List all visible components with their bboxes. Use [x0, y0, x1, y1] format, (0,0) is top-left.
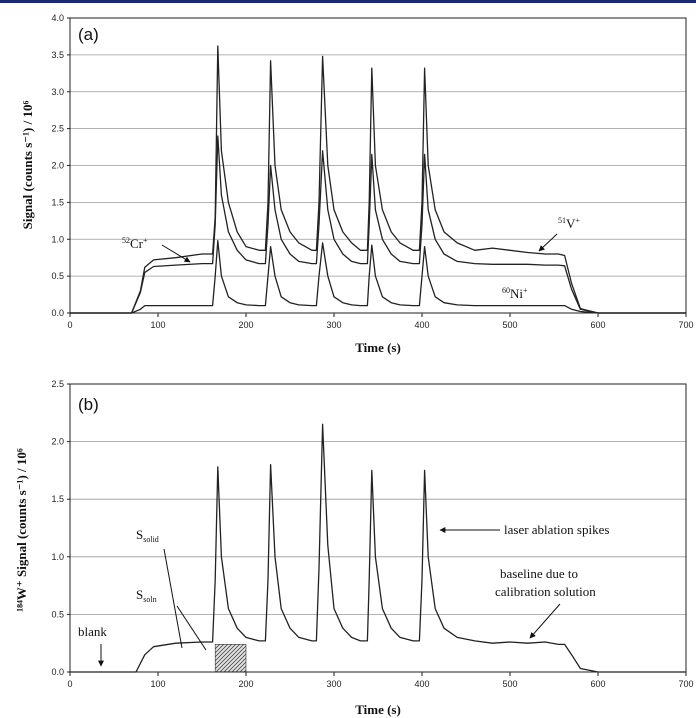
x-tick-label: 500: [502, 320, 517, 330]
annotation-ssolid: Ssolid: [136, 527, 183, 649]
y-tick-label: 3.5: [51, 50, 64, 60]
panel-b-frame: [69, 383, 687, 673]
svg-text:Ssolid: Ssolid: [136, 527, 159, 544]
y-tick-label: 0.5: [51, 609, 64, 619]
y-tick-label: 4.0: [51, 13, 64, 23]
y-tick-label: 1.5: [51, 494, 64, 504]
svg-text:Ssoln: Ssoln: [136, 587, 157, 604]
x-tick-label: 600: [590, 320, 605, 330]
x-tick-label: 400: [414, 679, 429, 689]
panel-b-ticks: 0.0 0.5 1.0 1.5 2.0 2.5 0 100 200 300 400 500 600 700: [51, 379, 693, 689]
y-tick-label: 0.5: [51, 271, 64, 281]
x-tick-label: 100: [150, 320, 165, 330]
panel-b-xlabel: Time (s): [355, 702, 401, 717]
series-line-60ni: [70, 240, 686, 314]
annotation-blank: blank: [78, 624, 107, 667]
panel-b-series: [70, 423, 686, 673]
panel-a-label: (a): [78, 25, 99, 44]
y-tick-label: 1.0: [51, 234, 64, 244]
x-tick-label: 200: [238, 679, 253, 689]
x-tick-label: 600: [590, 679, 605, 689]
y-tick-label: 2.5: [51, 124, 64, 134]
svg-text:laser ablation spikes: laser ablation spikes: [504, 522, 609, 537]
panel-a: 0.0 0.5 1.0 1.5 2.0 2.5 3.0 3.5 4.0 0 100 200 300 400…: [20, 13, 694, 355]
annotation-ni: 60Ni+: [502, 286, 528, 301]
x-tick-label: 700: [678, 320, 693, 330]
y-tick-label: 2.5: [51, 379, 64, 389]
x-tick-label: 300: [326, 320, 341, 330]
panel-a-ticks: 0.0 0.5 1.0 1.5 2.0 2.5 3.0 3.5 4.0 0 100 200 300 400…: [51, 13, 693, 330]
annotation-laser-spikes: laser ablation spikes: [439, 522, 609, 537]
panel-a-ylabel: Signal (counts s⁻¹) / 10⁶: [20, 101, 35, 230]
panel-a-xlabel: Time (s): [355, 340, 401, 355]
x-tick-label: 200: [238, 320, 253, 330]
y-tick-label: 3.0: [51, 87, 64, 97]
series-line-52cr: [70, 135, 686, 314]
y-tick-label: 2.0: [51, 161, 64, 171]
series-line-184w: [70, 423, 686, 673]
y-tick-label: 0.0: [51, 667, 64, 677]
x-tick-label: 0: [67, 320, 72, 330]
panel-a-grid: [70, 17, 686, 314]
y-tick-label: 2.0: [51, 437, 64, 447]
panel-a-series: [70, 45, 686, 314]
y-tick-label: 0.0: [51, 308, 64, 318]
annotation-baseline: baseline due to calibration solution: [495, 566, 596, 639]
panel-b-ylabel: ¹⁸⁴W⁺ Signal (counts s⁻¹) / 10⁶: [14, 448, 29, 612]
annotation-cr: 52Cr+: [122, 236, 191, 263]
svg-text:baseline due to: baseline due to: [500, 566, 578, 581]
series-line-51v: [70, 45, 686, 314]
annotation-v: 51V+: [538, 216, 580, 252]
top-rule: [0, 0, 696, 3]
panel-b-label: (b): [78, 395, 99, 414]
svg-text:calibration solution: calibration solution: [495, 584, 596, 599]
svg-text:blank: blank: [78, 624, 107, 639]
y-tick-label: 1.0: [51, 552, 64, 562]
panel-b: 0.0 0.5 1.0 1.5 2.0 2.5 0 100 200 300 400 500 600 700…: [14, 379, 694, 717]
svg-text:60Ni+: 60Ni+: [502, 286, 528, 301]
svg-text:51V+: 51V+: [558, 216, 580, 231]
x-tick-label: 300: [326, 679, 341, 689]
x-tick-label: 400: [414, 320, 429, 330]
shaded-region-soln: [214, 644, 247, 673]
x-tick-label: 0: [67, 679, 72, 689]
x-tick-label: 700: [678, 679, 693, 689]
y-tick-label: 1.5: [51, 197, 64, 207]
x-tick-label: 500: [502, 679, 517, 689]
svg-text:52Cr+: 52Cr+: [122, 236, 148, 251]
annotation-ssoln: Ssoln: [136, 587, 207, 651]
x-tick-label: 100: [150, 679, 165, 689]
